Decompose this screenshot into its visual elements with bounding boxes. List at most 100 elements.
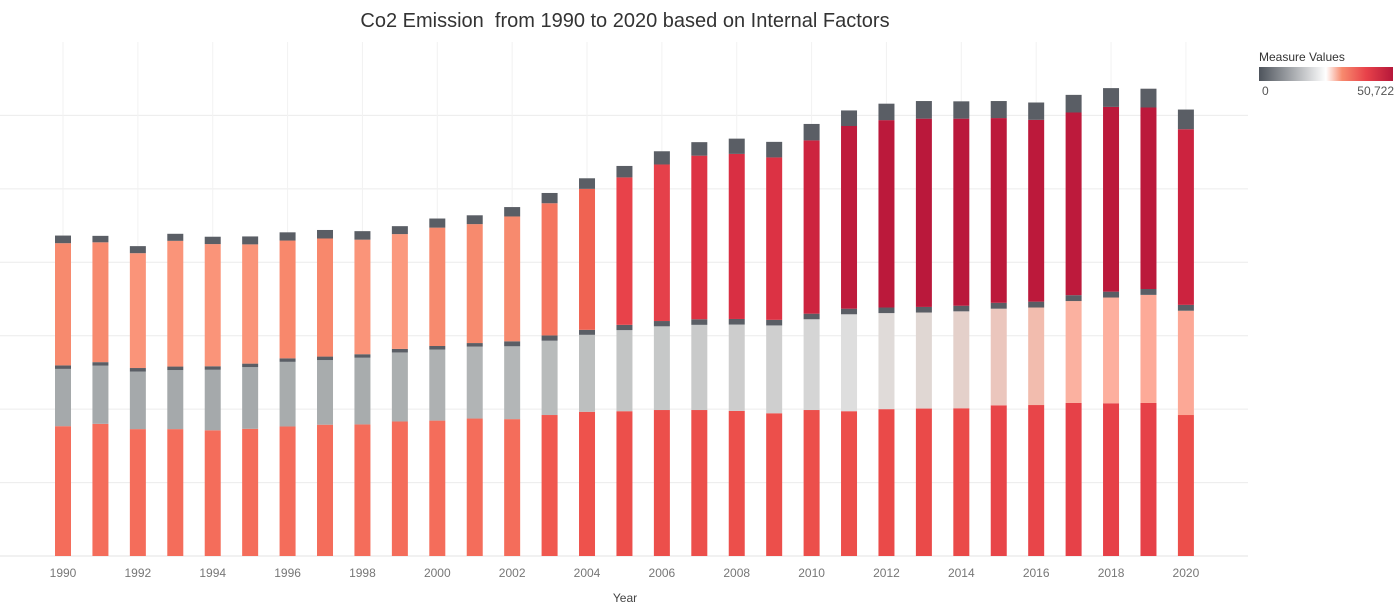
bar-segment[interactable] — [204, 369, 221, 431]
bar-segment[interactable] — [915, 312, 932, 409]
bar-segment[interactable] — [429, 349, 446, 421]
bar-segment[interactable] — [990, 101, 1007, 119]
bar-segment[interactable] — [1103, 297, 1120, 404]
bar-segment[interactable] — [129, 253, 146, 369]
bar-segment[interactable] — [691, 324, 708, 411]
bar-segment[interactable] — [579, 188, 596, 330]
bar-segment[interactable] — [616, 324, 633, 331]
bar-segment[interactable] — [504, 216, 521, 342]
bar-segment[interactable] — [728, 138, 745, 154]
bar-segment[interactable] — [279, 358, 296, 362]
bar-segment[interactable] — [653, 410, 670, 556]
bar-segment[interactable] — [129, 246, 146, 254]
bar-segment[interactable] — [841, 314, 858, 412]
bar-segment[interactable] — [803, 410, 820, 556]
bar-segment[interactable] — [466, 224, 483, 344]
bar-segment[interactable] — [691, 319, 708, 325]
bar-segment[interactable] — [279, 232, 296, 241]
bar-segment[interactable] — [915, 408, 932, 556]
bar-segment[interactable] — [242, 244, 259, 364]
bar-segment[interactable] — [766, 319, 783, 326]
bar-segment[interactable] — [242, 236, 259, 245]
bar-segment[interactable] — [653, 151, 670, 165]
bar-segment[interactable] — [579, 178, 596, 189]
bar-segment[interactable] — [279, 426, 296, 556]
bar-segment[interactable] — [616, 177, 633, 325]
bar-segment[interactable] — [317, 229, 334, 239]
bar-segment[interactable] — [878, 103, 895, 121]
bar-segment[interactable] — [204, 236, 221, 245]
bar-segment[interactable] — [391, 234, 408, 349]
bar-segment[interactable] — [466, 215, 483, 225]
bar-segment[interactable] — [841, 308, 858, 315]
bar-segment[interactable] — [953, 118, 970, 306]
bar-segment[interactable] — [242, 428, 259, 556]
bar-segment[interactable] — [391, 226, 408, 235]
bar-segment[interactable] — [541, 203, 558, 336]
bar-segment[interactable] — [1177, 129, 1194, 305]
bar-segment[interactable] — [541, 335, 558, 341]
bar-segment[interactable] — [1065, 295, 1082, 302]
bar-segment[interactable] — [92, 362, 109, 366]
bar-segment[interactable] — [55, 368, 71, 427]
bar-segment[interactable] — [391, 421, 408, 556]
bar-segment[interactable] — [1140, 294, 1157, 403]
bar-segment[interactable] — [55, 235, 71, 244]
bar-segment[interactable] — [990, 405, 1007, 556]
bar-segment[interactable] — [1028, 119, 1045, 302]
bar-segment[interactable] — [204, 244, 221, 367]
bar-segment[interactable] — [429, 345, 446, 350]
bar-segment[interactable] — [728, 410, 745, 556]
bar-segment[interactable] — [279, 240, 296, 359]
color-legend[interactable]: Measure Values 0 50,722 — [1259, 50, 1399, 100]
bar-segment[interactable] — [728, 318, 745, 325]
bar-segment[interactable] — [317, 360, 334, 425]
bar-segment[interactable] — [1103, 291, 1120, 298]
bar-segment[interactable] — [354, 231, 371, 240]
bar-segment[interactable] — [504, 341, 521, 347]
bar-segment[interactable] — [1103, 403, 1120, 556]
bar-segment[interactable] — [429, 218, 446, 228]
bar-segment[interactable] — [990, 118, 1007, 303]
bar-segment[interactable] — [841, 126, 858, 309]
bar-segment[interactable] — [429, 420, 446, 556]
bar-segment[interactable] — [317, 356, 334, 361]
bar-segment[interactable] — [1177, 310, 1194, 416]
bar-segment[interactable] — [354, 357, 371, 425]
bar-segment[interactable] — [953, 311, 970, 409]
bar-segment[interactable] — [953, 408, 970, 556]
bar-segment[interactable] — [92, 242, 109, 363]
bar-segment[interactable] — [841, 411, 858, 556]
bar-segment[interactable] — [167, 233, 184, 241]
bar-segment[interactable] — [878, 307, 895, 314]
bar-segment[interactable] — [1065, 94, 1082, 113]
bar-segment[interactable] — [1028, 405, 1045, 556]
bar-segment[interactable] — [803, 313, 820, 320]
bar-segment[interactable] — [1103, 106, 1120, 292]
bar-segment[interactable] — [504, 419, 521, 556]
bar-segment[interactable] — [1028, 301, 1045, 308]
bar-segment[interactable] — [653, 321, 670, 327]
bar-segment[interactable] — [953, 305, 970, 312]
bar-segment[interactable] — [167, 370, 184, 430]
bar-segment[interactable] — [242, 363, 259, 368]
bar-segment[interactable] — [1140, 289, 1157, 295]
bar-segment[interactable] — [541, 340, 558, 416]
bar-segment[interactable] — [616, 330, 633, 412]
bar-segment[interactable] — [55, 426, 71, 556]
bar-segment[interactable] — [354, 239, 371, 355]
bar-segment[interactable] — [803, 140, 820, 314]
bar-segment[interactable] — [55, 243, 71, 366]
bar-segment[interactable] — [691, 142, 708, 156]
bar-segment[interactable] — [1103, 88, 1120, 107]
bar-segment[interactable] — [766, 325, 783, 414]
bar-segment[interactable] — [579, 334, 596, 412]
bar-segment[interactable] — [691, 410, 708, 556]
bar-segment[interactable] — [92, 423, 109, 556]
bar-segment[interactable] — [204, 366, 221, 370]
bar-segment[interactable] — [541, 415, 558, 556]
bar-segment[interactable] — [841, 110, 858, 127]
bar-segment[interactable] — [953, 101, 970, 119]
bar-segment[interactable] — [1065, 112, 1082, 296]
bar-segment[interactable] — [317, 424, 334, 556]
